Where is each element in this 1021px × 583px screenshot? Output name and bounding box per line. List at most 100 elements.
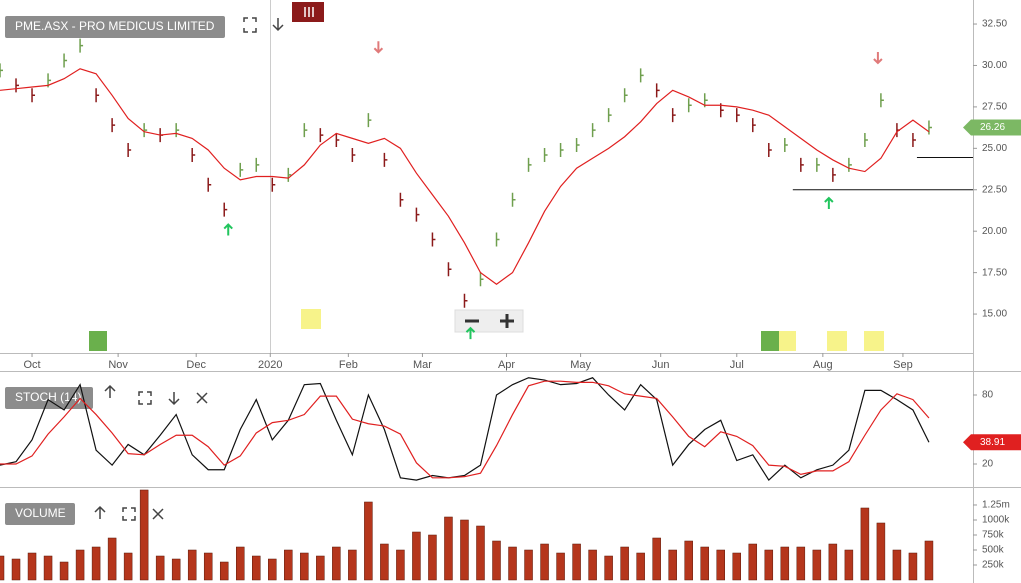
price-bar bbox=[800, 157, 804, 172]
price-bar bbox=[559, 142, 564, 157]
price-bar bbox=[495, 232, 500, 247]
zoom-in[interactable] bbox=[500, 314, 514, 328]
x-tick-label: Oct bbox=[23, 359, 40, 371]
note-icon[interactable] bbox=[864, 331, 884, 351]
x-tick-label: Mar bbox=[413, 359, 432, 371]
y-tick-label: 30.00 bbox=[982, 60, 1007, 71]
fullscreen-icon[interactable] bbox=[138, 391, 152, 405]
y-tick-label: 15.00 bbox=[982, 309, 1007, 320]
volume-bar bbox=[620, 546, 629, 581]
price-bar bbox=[287, 167, 292, 182]
x-tick-label: Jul bbox=[730, 359, 744, 371]
series-line bbox=[0, 68, 930, 285]
volume-bar bbox=[572, 543, 581, 581]
volume-bar bbox=[636, 552, 645, 581]
price-bar bbox=[928, 120, 932, 135]
volume-bar bbox=[892, 549, 902, 581]
price-bar bbox=[271, 177, 276, 192]
price-bar bbox=[736, 108, 740, 123]
price-bar bbox=[912, 133, 916, 148]
panel-title-box bbox=[5, 387, 93, 409]
price-bar bbox=[832, 167, 836, 182]
volume-bar bbox=[219, 561, 229, 581]
y-tick-label: 17.50 bbox=[982, 267, 1007, 278]
volume-bar bbox=[764, 549, 774, 581]
price-bar bbox=[399, 192, 404, 207]
volume-bar bbox=[476, 525, 485, 581]
volume-bar bbox=[652, 537, 661, 581]
volume-bar bbox=[716, 549, 725, 581]
down-icon[interactable] bbox=[168, 392, 180, 406]
volume-bar bbox=[91, 546, 101, 581]
annotation-icons bbox=[89, 309, 884, 351]
price-bar bbox=[111, 118, 116, 133]
y-tick-label: 20.00 bbox=[982, 226, 1007, 237]
close-icon[interactable] bbox=[196, 392, 208, 404]
note-icon[interactable] bbox=[827, 331, 847, 351]
price-bar bbox=[383, 152, 388, 167]
volume-bar bbox=[524, 549, 533, 581]
up-icon[interactable] bbox=[104, 384, 116, 398]
volume-bar bbox=[460, 519, 469, 581]
down-icon[interactable] bbox=[272, 18, 284, 32]
price-bar bbox=[463, 293, 468, 308]
volume-bar bbox=[604, 555, 613, 581]
last-value-tag bbox=[963, 434, 1021, 451]
panel-title: STOCH (14) bbox=[15, 390, 81, 404]
volume-bar bbox=[668, 549, 677, 581]
price-bar bbox=[687, 98, 692, 113]
price-bar bbox=[239, 162, 244, 177]
volume-bar bbox=[139, 489, 149, 581]
y-tick-label: 500k bbox=[982, 545, 1005, 556]
signal-arrow bbox=[373, 41, 384, 54]
price-bar bbox=[191, 147, 196, 162]
price-bar bbox=[175, 123, 180, 138]
volume-bar bbox=[588, 549, 597, 581]
signal-arrow bbox=[465, 326, 476, 340]
price-bar bbox=[607, 108, 612, 123]
volume-bar bbox=[75, 549, 85, 581]
x-tick-label: Feb bbox=[339, 359, 358, 371]
y-tick-label: 250k bbox=[982, 560, 1005, 571]
price-bar bbox=[31, 88, 36, 103]
fullscreen-icon[interactable] bbox=[243, 17, 257, 33]
price-bar bbox=[367, 113, 372, 128]
volume-bar bbox=[380, 543, 389, 581]
volume-bar bbox=[203, 552, 213, 581]
pause-button[interactable] bbox=[292, 2, 324, 22]
close-icon[interactable] bbox=[152, 508, 164, 520]
fullscreen-icon[interactable] bbox=[122, 507, 136, 521]
price-bar bbox=[880, 93, 884, 108]
signal-arrow bbox=[824, 196, 834, 210]
signal-arrow bbox=[873, 52, 883, 65]
price-bar bbox=[255, 157, 260, 172]
volume-bar bbox=[235, 546, 245, 581]
note-icon[interactable] bbox=[301, 309, 321, 329]
up-icon[interactable] bbox=[94, 505, 106, 519]
price-bar bbox=[431, 232, 436, 247]
y-tick-label: 25.00 bbox=[982, 143, 1007, 154]
price-bar bbox=[143, 123, 148, 138]
volume-bar bbox=[123, 552, 133, 581]
note-icon[interactable] bbox=[776, 331, 796, 351]
price-bar bbox=[864, 133, 868, 148]
price-bar bbox=[671, 108, 676, 123]
panel-title-box bbox=[5, 16, 225, 38]
signal-arrow bbox=[223, 223, 233, 236]
price-bar bbox=[479, 272, 484, 287]
price-bar bbox=[15, 78, 20, 93]
volume-bar bbox=[27, 552, 37, 581]
price-bar bbox=[319, 128, 324, 143]
volume-bar bbox=[364, 501, 373, 581]
volume-bar bbox=[732, 552, 742, 581]
volume-bar bbox=[444, 516, 453, 581]
last-value-tag bbox=[963, 119, 1021, 136]
x-tick-label: Nov bbox=[108, 359, 128, 371]
price-bar bbox=[207, 177, 212, 192]
info-icon[interactable] bbox=[761, 331, 779, 351]
info-icon[interactable] bbox=[89, 331, 107, 351]
volume-bar bbox=[0, 555, 5, 581]
price-bar bbox=[351, 147, 356, 162]
